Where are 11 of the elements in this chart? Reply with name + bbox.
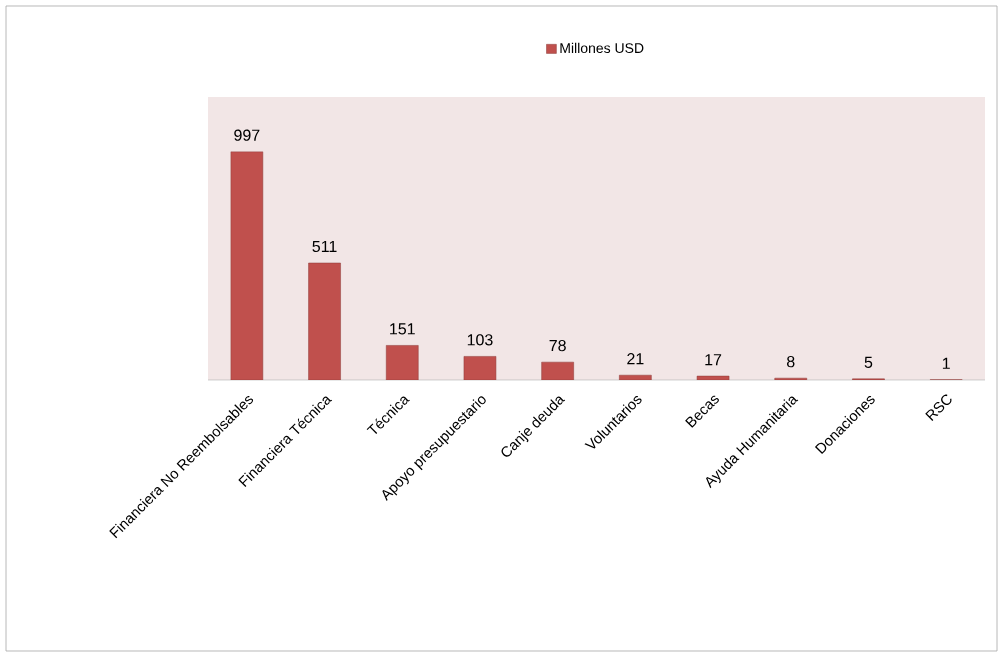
data-label: 21 — [627, 353, 644, 365]
data-label: 103 — [467, 334, 493, 346]
data-label: 151 — [390, 323, 415, 335]
data-label: 17 — [705, 354, 722, 366]
data-label: 1 — [942, 357, 950, 369]
data-label: 511 — [312, 240, 337, 253]
legend-label: Millones USD — [560, 42, 644, 54]
data-label: 78 — [549, 339, 566, 352]
data-label: 5 — [864, 356, 873, 368]
data-label: 8 — [787, 355, 795, 368]
data-label: 997 — [234, 129, 260, 141]
